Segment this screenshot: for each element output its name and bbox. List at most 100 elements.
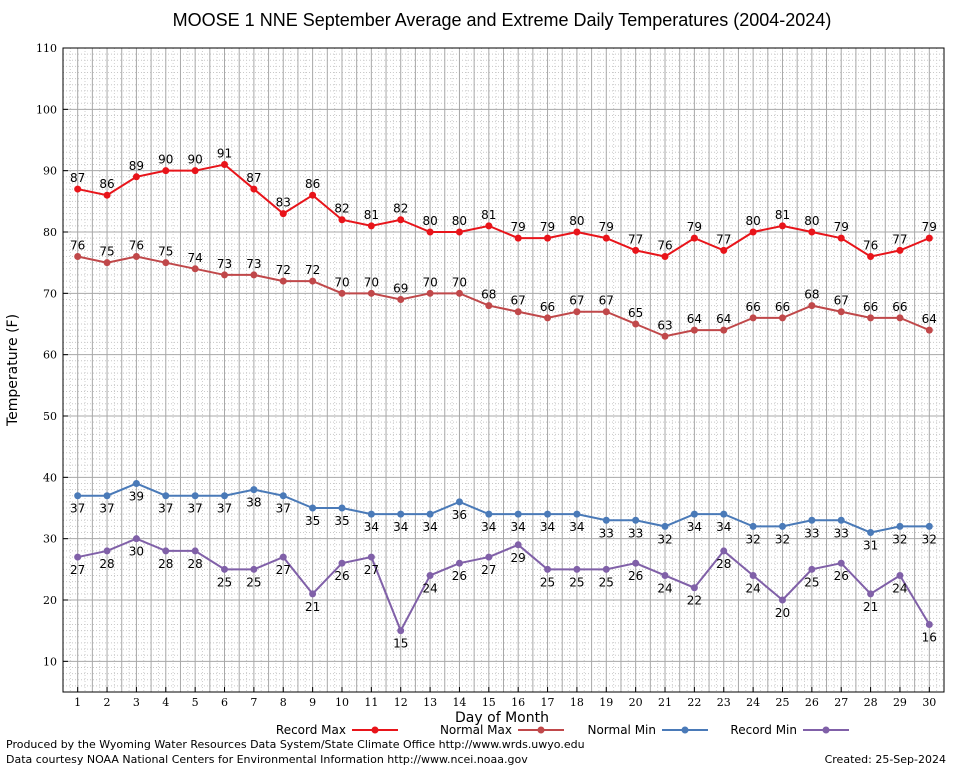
normal-min-point (544, 510, 552, 518)
normal-min-value-label: 37 (188, 502, 203, 516)
x-tick-label: 8 (280, 696, 287, 709)
normal-min-value-label: 33 (804, 526, 819, 540)
record-min-point (397, 627, 405, 635)
normal-min-point (74, 492, 82, 500)
record-min-point (602, 565, 610, 573)
normal-min-value-label: 32 (657, 532, 672, 546)
record-min-point (690, 584, 698, 592)
normal-max-point (103, 259, 111, 267)
normal-max-point (661, 332, 669, 340)
record-min-point (749, 571, 757, 579)
normal-min-value-label: 37 (70, 502, 85, 516)
record-min-value-label: 27 (276, 563, 291, 577)
record-max-point (896, 246, 904, 254)
normal-max-value-label: 68 (804, 288, 819, 302)
record-max-point (602, 234, 610, 242)
x-tick-label: 13 (423, 696, 437, 709)
normal-max-point (720, 326, 728, 334)
x-tick-label: 12 (394, 696, 408, 709)
record-max-point (749, 228, 757, 236)
x-tick-label: 7 (250, 696, 257, 709)
record-max-value-label: 77 (716, 232, 731, 246)
normal-max-value-label: 68 (481, 288, 496, 302)
normal-max-value-label: 72 (305, 263, 320, 277)
record-min-point (896, 571, 904, 579)
record-max-value-label: 83 (276, 196, 291, 210)
normal-max-point (221, 271, 229, 279)
record-max-point (279, 210, 287, 218)
y-tick-label: 10 (43, 655, 57, 668)
x-tick-label: 17 (541, 696, 555, 709)
record-min-point (103, 547, 111, 555)
record-min-point (720, 547, 728, 555)
record-min-value-label: 27 (70, 563, 85, 577)
record-min-point (279, 553, 287, 561)
normal-min-value-label: 35 (305, 514, 320, 528)
record-min-value-label: 28 (188, 557, 203, 571)
normal-max-value-label: 73 (217, 257, 232, 271)
record-min-value-label: 24 (422, 581, 437, 595)
normal-min-value-label: 33 (834, 526, 849, 540)
normal-max-point (808, 302, 816, 310)
record-min-point (367, 553, 375, 561)
producer-credit: Produced by the Wyoming Water Resources … (6, 738, 585, 751)
record-max-point (690, 234, 698, 242)
x-tick-label: 26 (805, 696, 819, 709)
record-max-value-label: 79 (599, 220, 614, 234)
y-tick-label: 40 (43, 471, 57, 484)
record-min-point (778, 596, 786, 604)
record-max-value-label: 91 (217, 147, 232, 161)
data-courtesy: Data courtesy NOAA National Centers for … (6, 753, 528, 766)
normal-min-value-label: 33 (628, 526, 643, 540)
record-min-value-label: 29 (511, 551, 526, 565)
normal-min-value-label: 34 (540, 520, 555, 534)
normal-max-point (867, 314, 875, 322)
x-tick-label: 6 (221, 696, 228, 709)
record-max-value-label: 87 (246, 171, 261, 185)
normal-max-point (837, 308, 845, 316)
normal-min-point (250, 486, 258, 494)
legend-marker-normal-max (537, 726, 545, 734)
y-tick-label: 60 (43, 349, 57, 362)
record-max-value-label: 81 (364, 208, 379, 222)
x-tick-label: 2 (104, 696, 111, 709)
record-min-point (837, 559, 845, 567)
record-max-value-label: 80 (452, 214, 467, 228)
legend-marker-record-max (371, 726, 379, 734)
normal-min-value-label: 39 (129, 489, 144, 503)
normal-max-value-label: 70 (422, 275, 437, 289)
record-min-value-label: 21 (305, 600, 320, 614)
y-tick-label: 90 (43, 165, 57, 178)
legend-marker-record-min (822, 726, 830, 734)
record-min-point (661, 571, 669, 579)
normal-min-value-label: 37 (217, 502, 232, 516)
normal-max-point (426, 289, 434, 297)
normal-max-point (544, 314, 552, 322)
normal-min-point (309, 504, 317, 512)
created-date: Created: 25-Sep-2024 (824, 753, 946, 766)
normal-max-point (778, 314, 786, 322)
x-tick-label: 1 (74, 696, 81, 709)
y-tick-label: 20 (43, 594, 57, 607)
record-min-value-label: 26 (628, 569, 643, 583)
record-min-point (250, 565, 258, 573)
normal-max-value-label: 70 (334, 275, 349, 289)
record-max-line (77, 163, 930, 258)
record-max-point (103, 191, 111, 199)
normal-max-value-label: 75 (158, 245, 173, 259)
normal-min-value-label: 34 (364, 520, 379, 534)
record-max-value-label: 82 (334, 202, 349, 216)
record-max-value-label: 79 (834, 220, 849, 234)
normal-min-value-label: 36 (452, 508, 467, 522)
record-min-point (191, 547, 199, 555)
normal-max-point (367, 289, 375, 297)
record-max-point (661, 253, 669, 261)
normal-max-point (338, 289, 346, 297)
record-max-point (338, 216, 346, 224)
x-tick-label: 15 (482, 696, 496, 709)
record-min-value-label: 21 (863, 600, 878, 614)
normal-min-point (632, 516, 640, 524)
record-min-point (309, 590, 317, 598)
legend-label-normal-min: Normal Min (587, 723, 656, 737)
